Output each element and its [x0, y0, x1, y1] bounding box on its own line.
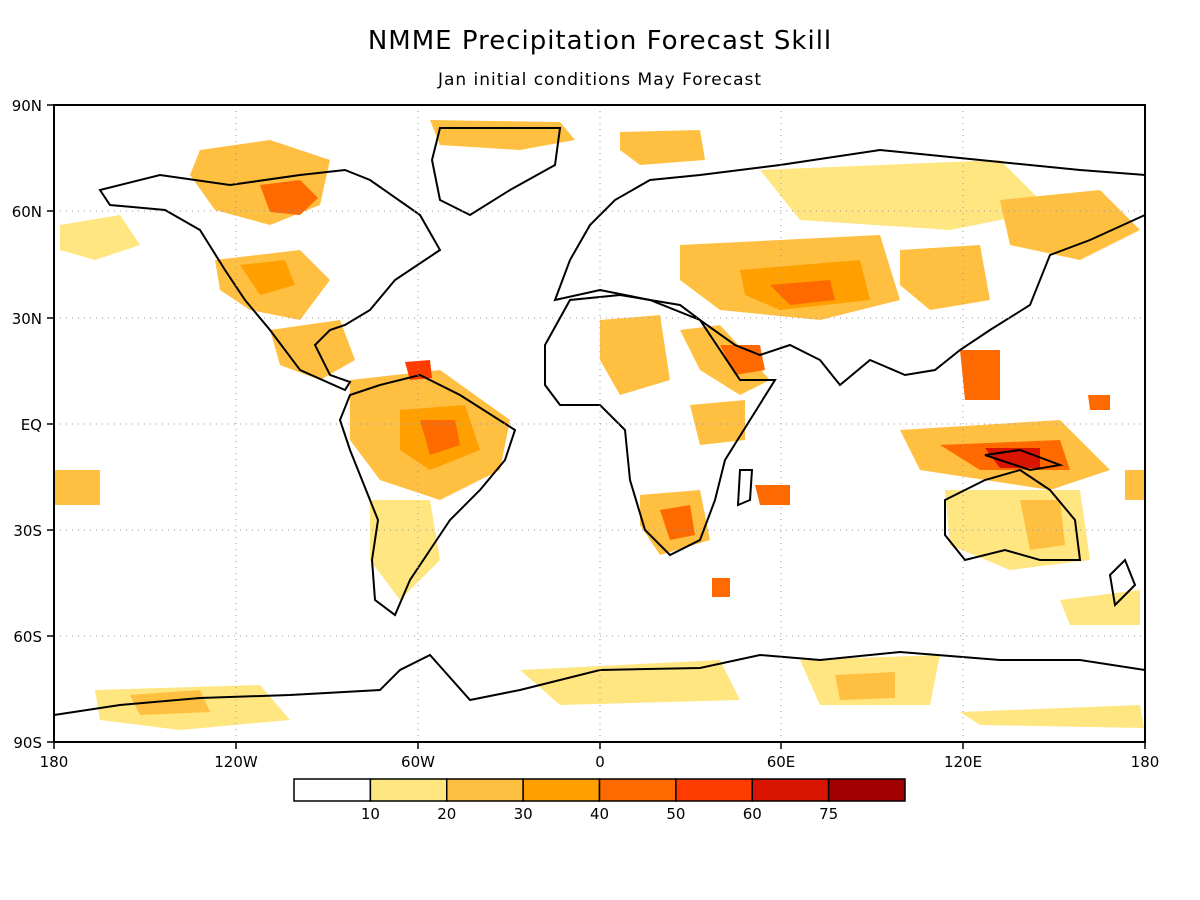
skill-region	[130, 690, 210, 715]
coastlines	[54, 127, 1145, 742]
skill-region	[770, 280, 835, 305]
skill-region	[260, 180, 318, 215]
x-tick-label: 60E	[767, 753, 796, 771]
skill-region	[520, 660, 740, 705]
x-tick-label: 60W	[401, 753, 435, 771]
coastline-madagascar	[736, 469, 754, 507]
skill-region	[900, 245, 990, 310]
coastline-antarctica	[54, 650, 1145, 742]
coastline-north-america	[98, 168, 442, 392]
colorbar-swatch	[675, 778, 753, 802]
skill-region	[60, 215, 140, 260]
y-tick-label: 60N	[12, 203, 42, 221]
colorbar-swatch	[598, 778, 677, 802]
map-title: NMME Precipitation Forecast Skill	[367, 26, 833, 56]
skill-region	[960, 350, 1000, 400]
x-tick-label: 120W	[214, 753, 258, 771]
coastline-south-america	[338, 373, 517, 617]
colorbar-label: 10	[361, 805, 380, 823]
skill-region	[660, 505, 695, 540]
skill-shading	[54, 120, 1145, 730]
skill-region	[54, 470, 100, 505]
coastline-greenland	[430, 127, 562, 217]
y-axis-labels: 90N 60N 30N EQ 30S 60S 90S	[12, 97, 42, 752]
y-tick-label: 30S	[13, 522, 42, 540]
y-tick-label: 30N	[12, 310, 42, 328]
graticule	[54, 105, 1145, 742]
x-tick-label: 180	[40, 753, 69, 771]
skill-region	[600, 315, 670, 395]
x-axis-labels: 180 120W 60W 0 60E 120E 180	[40, 753, 1160, 771]
colorbar-swatch	[369, 778, 448, 802]
skill-region	[1088, 395, 1110, 410]
tick-marks	[47, 104, 1146, 749]
colorbar-label: 20	[437, 805, 456, 823]
map-subtitle: Jan initial conditions May Forecast	[437, 70, 763, 90]
skill-region	[1060, 590, 1140, 625]
colorbar-label: 40	[590, 805, 609, 823]
colorbar-label: 30	[514, 805, 533, 823]
x-tick-label: 0	[595, 753, 605, 771]
skill-region	[760, 160, 1050, 230]
y-tick-label: EQ	[21, 416, 42, 434]
skill-region	[270, 320, 355, 380]
skill-region	[240, 260, 295, 295]
skill-region	[420, 420, 460, 455]
skill-region	[1020, 500, 1065, 550]
y-tick-label: 90S	[13, 734, 42, 752]
x-tick-label: 180	[1131, 753, 1160, 771]
skill-region	[370, 500, 440, 600]
colorbar-swatch	[751, 778, 830, 802]
coastline-europe-asia	[553, 148, 1145, 387]
skill-region	[430, 120, 575, 150]
skill-region	[960, 705, 1144, 728]
colorbar-label: 50	[666, 805, 685, 823]
coastline-new-guinea	[984, 448, 1064, 472]
y-tick-label: 60S	[13, 628, 42, 646]
skill-region	[835, 672, 895, 700]
skill-region	[690, 400, 745, 445]
colorbar-swatch	[293, 778, 372, 802]
skill-region	[620, 130, 705, 165]
y-tick-label: 90N	[12, 97, 42, 115]
colorbar: 10 20 30 40 50 60 75	[293, 778, 906, 823]
skill-region	[1000, 190, 1140, 260]
colorbar-label: 75	[819, 805, 838, 823]
coastline-new-zealand	[1108, 558, 1137, 608]
colorbar-swatch	[446, 778, 524, 802]
skill-region	[680, 325, 770, 395]
x-tick-label: 120E	[944, 753, 982, 771]
skill-region	[712, 578, 730, 597]
coastline-australia	[944, 468, 1082, 562]
skill-region	[755, 485, 790, 505]
colorbar-label: 60	[743, 805, 762, 823]
colorbar-swatch	[522, 778, 601, 802]
skill-region	[1125, 470, 1145, 500]
colorbar-swatch	[827, 778, 906, 802]
